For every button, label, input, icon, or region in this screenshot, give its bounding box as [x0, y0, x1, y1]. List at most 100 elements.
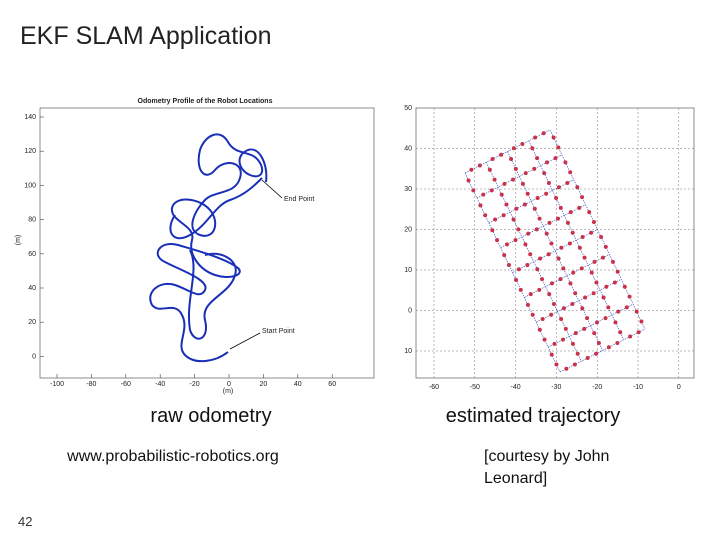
landmark — [559, 316, 564, 321]
x-tick-label: -100 — [50, 381, 64, 388]
y-tick-label: 10 — [404, 348, 412, 355]
landmark — [556, 216, 560, 221]
landmark — [466, 178, 471, 183]
credit-line: Leonard] — [484, 470, 547, 487]
landmark — [580, 195, 585, 200]
landmark — [571, 270, 576, 275]
landmark — [573, 331, 578, 336]
x-tick-label: -40 — [155, 381, 165, 388]
landmark — [478, 203, 483, 208]
landmark — [477, 163, 482, 168]
landmark — [573, 291, 578, 296]
landmark — [504, 202, 509, 207]
trajectory-line — [536, 278, 622, 323]
landmark — [567, 241, 572, 246]
landmark — [547, 220, 552, 225]
trajectory-line — [464, 129, 551, 174]
landmark — [540, 277, 545, 282]
landmark — [603, 316, 608, 321]
landmark — [572, 362, 577, 367]
landmark — [513, 238, 518, 243]
landmark — [544, 231, 549, 236]
x-tick-label: -40 — [511, 384, 521, 391]
landmark — [537, 216, 542, 221]
x-tick-label: -60 — [121, 381, 131, 388]
landmark — [537, 287, 542, 292]
y-tick-label: 80 — [28, 217, 36, 224]
landmark — [596, 341, 601, 346]
landmark — [595, 320, 599, 325]
x-tick-label: 60 — [328, 381, 336, 388]
page-number: 42 — [18, 514, 32, 529]
landmark — [516, 267, 521, 272]
end-pointer — [261, 179, 283, 199]
landmark — [490, 157, 495, 162]
landmark — [561, 306, 566, 311]
landmark — [558, 205, 563, 210]
landmark — [516, 227, 521, 232]
landmark — [532, 166, 537, 171]
landmark — [601, 255, 605, 260]
landmark — [509, 156, 514, 161]
y-tick-label: 20 — [404, 227, 412, 234]
landmark — [552, 341, 557, 346]
landmark — [580, 235, 585, 240]
landmark — [546, 181, 551, 186]
trajectory-line — [476, 154, 563, 199]
landmark — [556, 185, 561, 190]
landmark — [530, 312, 535, 317]
landmark — [518, 287, 523, 292]
landmark — [613, 320, 618, 325]
landmark — [554, 195, 559, 200]
landmark — [495, 238, 500, 243]
x-tick-label: -10 — [633, 384, 643, 391]
landmark — [549, 241, 554, 246]
landmark — [589, 270, 594, 275]
landmark — [585, 356, 590, 361]
landmark — [564, 366, 569, 371]
y-tick-label: 10 — [404, 267, 412, 274]
landmark — [501, 213, 506, 218]
landmark — [546, 252, 551, 257]
trajectory-line — [559, 328, 646, 373]
x-tick-label: 40 — [294, 381, 302, 388]
x-tick-label: -30 — [551, 384, 561, 391]
landmark — [545, 160, 549, 165]
landmark — [542, 171, 547, 176]
x-tick-label: 0 — [227, 381, 231, 388]
landmark — [594, 351, 599, 356]
landmark — [565, 220, 570, 225]
caption: estimated trajectory — [446, 405, 621, 427]
trajectory-line — [488, 179, 574, 224]
caption: raw odometry — [150, 405, 271, 427]
landmark — [579, 266, 584, 271]
x-tick-label: -80 — [86, 381, 96, 388]
x-tick-label: -20 — [592, 384, 602, 391]
landmark — [520, 141, 525, 146]
landmark — [544, 191, 549, 196]
landmark — [553, 156, 558, 161]
landmark — [583, 295, 588, 300]
landmark — [568, 170, 573, 175]
landmark — [580, 306, 585, 311]
landmark — [606, 305, 611, 310]
landmark — [554, 362, 559, 367]
landmark — [535, 267, 540, 272]
landmark — [511, 146, 516, 151]
landmark — [627, 294, 632, 299]
landmark — [533, 135, 538, 140]
landmark — [624, 305, 629, 310]
landmark — [589, 230, 594, 235]
landmark — [568, 281, 573, 286]
landmark — [540, 317, 545, 322]
estimate-figure: estimated trajectory [courtesy by John L… — [404, 105, 695, 487]
landmark — [628, 334, 633, 339]
source: www.probabilistic-robotics.org — [66, 448, 279, 465]
landmark — [502, 181, 507, 186]
landmark — [559, 245, 564, 250]
landmark — [542, 337, 547, 342]
landmark — [528, 292, 533, 297]
landmark — [558, 277, 563, 282]
landmark — [537, 327, 542, 332]
landmark — [612, 280, 617, 285]
